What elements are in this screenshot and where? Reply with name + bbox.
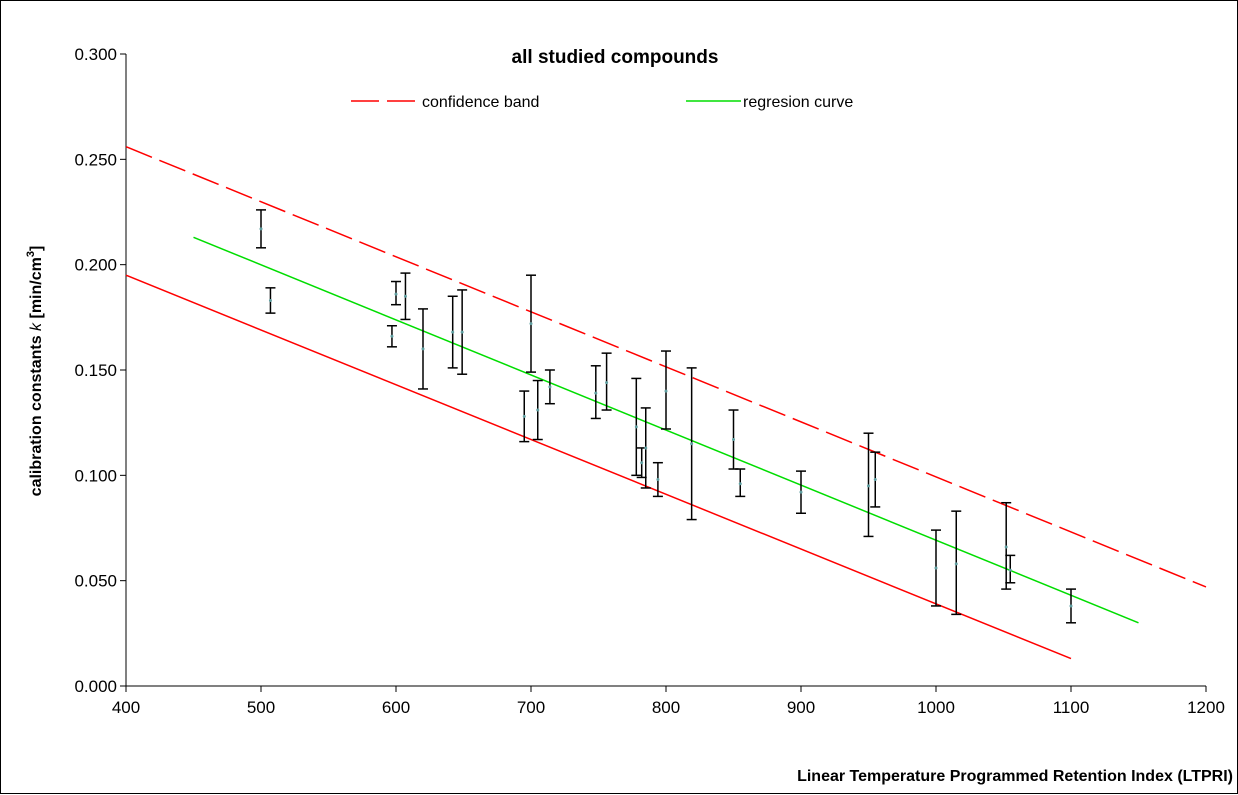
error-bar: [386, 325, 397, 348]
y-tick-label: 0.300: [74, 45, 117, 64]
data-point: [634, 425, 638, 429]
data-point: [451, 330, 455, 334]
data-point: [732, 438, 735, 442]
error-bar: [686, 367, 697, 521]
legend: confidence band regresion curve: [351, 94, 853, 111]
error-bar: [863, 432, 874, 538]
y-tick-label: 0.000: [74, 677, 117, 696]
x-axis-label: Linear Temperature Programmed Retention …: [797, 768, 1233, 785]
data-point: [522, 414, 526, 418]
x-tick-label: 600: [382, 698, 410, 717]
data-point: [690, 442, 694, 446]
error-bar: [652, 461, 663, 498]
data-point: [867, 484, 870, 488]
data-point: [799, 490, 803, 494]
y-axis-label-symbol: k: [28, 322, 45, 331]
data-point: [738, 482, 742, 486]
data-point: [548, 385, 552, 389]
y-axis-label-unit-close: ]: [28, 246, 45, 251]
data-point: [529, 322, 533, 326]
data-point: [268, 298, 272, 302]
error-bar: [870, 451, 881, 508]
y-tick-label: 0.200: [74, 256, 117, 275]
error-bar: [532, 379, 543, 441]
error-bar: [735, 468, 746, 498]
data-point: [934, 566, 938, 570]
data-point: [1008, 568, 1012, 572]
data-point: [421, 347, 425, 351]
regression-line: [193, 236, 1139, 624]
error-bar: [1005, 554, 1016, 584]
y-tick-label: 0.100: [74, 466, 117, 485]
x-tick-label: 1200: [1187, 698, 1225, 717]
error-bar: [457, 289, 468, 375]
x-tick-label: 900: [787, 698, 815, 717]
data-point: [1004, 545, 1008, 549]
error-bar: [601, 352, 612, 411]
data-point: [644, 446, 648, 450]
data-point: [873, 478, 877, 482]
error-bar: [391, 280, 401, 306]
data-point: [460, 330, 464, 334]
y-axis-label: calibration constants k [min/cm3]: [25, 246, 45, 497]
error-bar: [400, 272, 411, 321]
data-point: [1069, 604, 1073, 608]
y-axis-label-unit-open: [min/cm: [28, 257, 45, 323]
x-tick-label: 400: [112, 698, 140, 717]
y-tick-label: 0.150: [74, 361, 117, 380]
error-bar: [256, 209, 266, 249]
error-bar: [265, 287, 276, 314]
error-bars: [256, 209, 1076, 624]
x-tick-label: 800: [652, 698, 680, 717]
chart-title: all studied compounds: [512, 47, 719, 68]
data-point: [403, 294, 407, 298]
error-bar: [931, 529, 941, 607]
data-point: [536, 408, 540, 412]
data-point: [605, 381, 609, 385]
x-tick-label: 500: [247, 698, 275, 717]
error-bar: [519, 390, 530, 443]
legend-label-confidence-band: confidence band: [422, 94, 539, 111]
error-bar: [590, 365, 601, 420]
confidence-band-line-3: [125, 274, 1072, 660]
error-bar: [661, 350, 671, 430]
error-bar: [951, 510, 962, 616]
data-point: [394, 292, 398, 296]
y-axis-label-unit-sup: 3: [25, 251, 37, 257]
data-point: [640, 461, 644, 465]
legend-label-regresion-curve: regresion curve: [743, 94, 853, 111]
x-tick-label: 1000: [917, 698, 955, 717]
x-tick-label: 1100: [1053, 698, 1090, 717]
data-point: [954, 562, 958, 566]
y-tick-label: 0.050: [74, 572, 117, 591]
data-point: [656, 478, 660, 482]
data-point: [664, 389, 668, 393]
data-point: [259, 227, 263, 231]
error-bar: [447, 295, 458, 369]
error-bar: [1001, 501, 1012, 590]
axes: 0.000 0.050 0.100 0.150 0.200 0.250 0.300 400 50…: [74, 45, 1224, 717]
error-bar: [640, 407, 651, 489]
y-tick-label: 0.250: [74, 150, 117, 169]
error-bar: [728, 409, 739, 470]
error-bar: [526, 274, 536, 373]
error-bar: [1066, 588, 1076, 624]
data-point: [390, 334, 394, 338]
data-point: [594, 391, 598, 395]
error-bar: [796, 470, 806, 515]
y-axis-label-prefix: calibration constants: [28, 331, 45, 496]
regression-curve-line: [193, 236, 1139, 624]
x-tick-label: 700: [517, 698, 545, 717]
error-bar: [631, 377, 642, 477]
error-bar: [544, 369, 555, 405]
error-bar: [418, 308, 428, 390]
